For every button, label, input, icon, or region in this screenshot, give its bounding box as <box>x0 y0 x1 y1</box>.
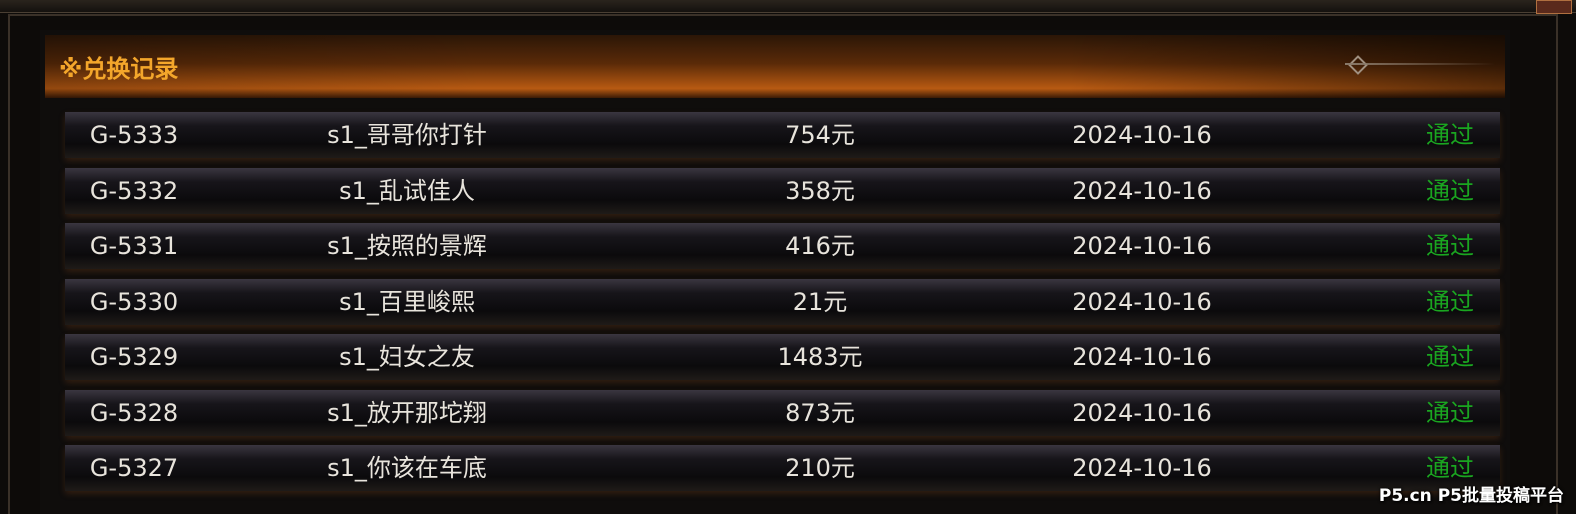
amount: 416元 <box>785 232 855 260</box>
record-row: G-5327 s1_你该在车底 210元 2024-10-16 通过 <box>65 445 1500 491</box>
record-id: G-5331 <box>89 232 179 260</box>
amount: 754元 <box>785 121 855 149</box>
record-id: G-5328 <box>89 398 179 427</box>
amount: 1483元 <box>777 343 863 371</box>
status: 通过 <box>1426 121 1474 149</box>
player-name: s1_你该在车底 <box>327 454 487 482</box>
status: 通过 <box>1426 232 1474 260</box>
amount: 210元 <box>785 454 855 482</box>
date: 2024-10-16 <box>1072 398 1212 427</box>
record-id: G-5330 <box>89 287 179 316</box>
date: 2024-10-16 <box>1072 176 1212 205</box>
ornament <box>1345 63 1495 65</box>
panel <box>40 30 1510 514</box>
date: 2024-10-16 <box>1072 343 1212 371</box>
date: 2024-10-16 <box>1072 232 1212 260</box>
record-row: G-5332 s1_乱试佳人 358元 2024-10-16 通过 <box>65 167 1500 214</box>
status: 通过 <box>1426 287 1474 316</box>
player-name: s1_百里峻熙 <box>339 287 475 316</box>
record-row: G-5330 s1_百里峻熙 21元 2024-10-16 通过 <box>65 278 1500 325</box>
border <box>8 14 1558 514</box>
amount: 873元 <box>785 398 855 427</box>
amount: 358元 <box>785 176 855 205</box>
header-shade <box>45 35 1505 98</box>
date: 2024-10-16 <box>1072 454 1212 482</box>
record-id: G-5332 <box>89 176 179 205</box>
record-id: G-5327 <box>89 454 179 482</box>
record-row: G-5329 s1_妇女之友 1483元 2024-10-16 通过 <box>65 334 1500 380</box>
record-id: G-5333 <box>89 121 179 149</box>
status: 通过 <box>1426 398 1474 427</box>
close-button[interactable] <box>1536 0 1572 14</box>
player-name: s1_按照的景辉 <box>327 232 487 260</box>
player-name: s1_乱试佳人 <box>339 176 475 205</box>
player-name: s1_放开那坨翔 <box>327 398 487 427</box>
record-row: G-5331 s1_按照的景辉 416元 2024-10-16 通过 <box>65 223 1500 269</box>
status: 通过 <box>1426 176 1474 205</box>
player-name: s1_妇女之友 <box>339 343 475 371</box>
record-row: G-5328 s1_放开那坨翔 873元 2024-10-16 通过 <box>65 389 1500 436</box>
date: 2024-10-16 <box>1072 121 1212 149</box>
status: 通过 <box>1426 454 1474 482</box>
status: 通过 <box>1426 343 1474 371</box>
date: 2024-10-16 <box>1072 287 1212 316</box>
header-bar: ※兑换记录 <box>45 35 1505 98</box>
header-title: ※兑换记录 <box>59 55 179 83</box>
record-id: G-5329 <box>89 343 179 371</box>
watermark: P5.cn P5批量投稿平台 <box>1378 486 1564 506</box>
record-row: G-5333 s1_哥哥你打针 754元 2024-10-16 通过 <box>65 112 1500 158</box>
top-bar <box>0 0 1576 13</box>
player-name: s1_哥哥你打针 <box>327 121 487 149</box>
amount: 21元 <box>792 287 848 316</box>
